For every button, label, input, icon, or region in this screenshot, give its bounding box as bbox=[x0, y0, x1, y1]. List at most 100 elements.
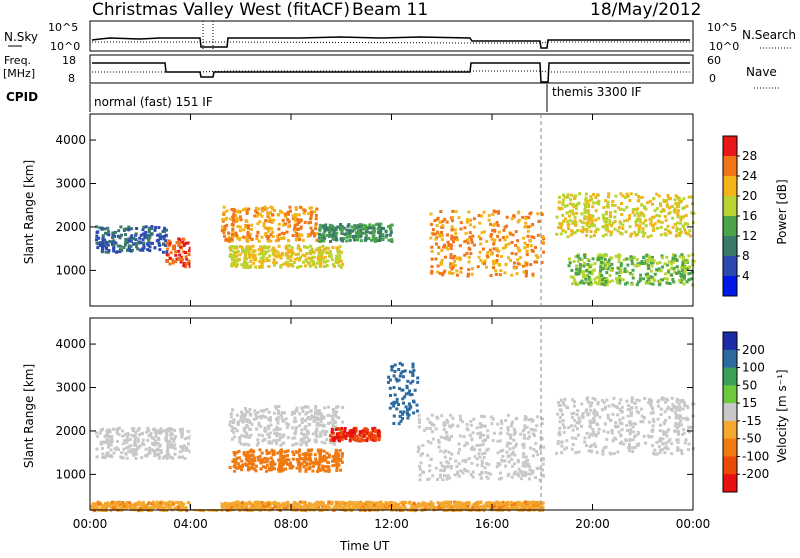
vel-cell bbox=[678, 414, 681, 417]
vel-cell bbox=[444, 501, 447, 504]
power-cell bbox=[494, 223, 497, 226]
power-cell bbox=[570, 229, 573, 232]
vel-cell bbox=[266, 460, 269, 463]
vel-cell bbox=[638, 399, 641, 402]
power-cell bbox=[295, 206, 298, 209]
vel-cell bbox=[393, 386, 396, 389]
vel-cell bbox=[482, 424, 485, 427]
power-cell bbox=[258, 253, 261, 256]
vel-cell bbox=[171, 428, 174, 431]
vel-cell bbox=[602, 453, 605, 456]
power-cell bbox=[664, 272, 667, 275]
power-cell bbox=[607, 195, 610, 198]
vel-cell bbox=[449, 457, 452, 460]
power-cell bbox=[437, 246, 440, 249]
power-cell bbox=[168, 240, 171, 243]
vel-cell bbox=[399, 375, 402, 378]
power-cell bbox=[304, 221, 307, 224]
power-cell bbox=[353, 226, 356, 229]
power-cell bbox=[271, 208, 274, 211]
power-cell bbox=[664, 215, 667, 218]
power-cell bbox=[250, 224, 253, 227]
power-cell bbox=[341, 263, 344, 266]
power-cell bbox=[535, 261, 538, 264]
power-cell bbox=[229, 237, 232, 240]
vel-cell bbox=[504, 419, 507, 422]
power-cell bbox=[616, 281, 619, 284]
vel-cell bbox=[492, 439, 495, 442]
vel-cell bbox=[342, 501, 345, 504]
power-cell bbox=[511, 217, 514, 220]
power-cell bbox=[251, 238, 254, 241]
power-cell bbox=[492, 266, 495, 269]
vel-cell bbox=[528, 435, 531, 438]
power-cell bbox=[585, 193, 588, 196]
power-cell bbox=[523, 226, 526, 229]
power-cell bbox=[258, 248, 261, 251]
vel-cell bbox=[230, 415, 233, 418]
power-cell bbox=[375, 237, 378, 240]
power-cell bbox=[442, 272, 445, 275]
vel-cell bbox=[234, 466, 237, 469]
power-cell bbox=[436, 218, 439, 221]
power-cell bbox=[435, 257, 438, 260]
vel-cell bbox=[167, 440, 170, 443]
power-cell bbox=[439, 272, 442, 275]
power-cell bbox=[291, 246, 294, 249]
vel-cell bbox=[472, 418, 475, 421]
power-cell bbox=[292, 214, 295, 217]
power-cell bbox=[290, 259, 293, 262]
power-cell bbox=[309, 227, 312, 230]
power-cell bbox=[478, 222, 481, 225]
power-cell bbox=[671, 217, 674, 220]
vel-cell bbox=[615, 426, 618, 429]
vel-cell bbox=[440, 414, 443, 417]
power-cell bbox=[483, 211, 486, 214]
power-cell bbox=[259, 213, 262, 216]
power-cell bbox=[451, 216, 454, 219]
power-cell bbox=[267, 230, 270, 233]
power-cell bbox=[119, 248, 122, 251]
vel-cell bbox=[653, 449, 656, 452]
vel-cell bbox=[245, 410, 248, 413]
vel-cell bbox=[563, 431, 566, 434]
vel-cell bbox=[522, 446, 525, 449]
power-cell bbox=[562, 199, 565, 202]
vel-cell bbox=[316, 422, 319, 425]
power-cell bbox=[590, 198, 593, 201]
vel-cell bbox=[592, 417, 595, 420]
power-cell bbox=[604, 258, 607, 261]
power-cell bbox=[284, 215, 287, 218]
vel-cell bbox=[280, 452, 283, 455]
power-cell bbox=[562, 194, 565, 197]
power-cell bbox=[591, 220, 594, 223]
power-cell bbox=[233, 263, 236, 266]
vel-cell bbox=[233, 435, 236, 438]
power-cell bbox=[379, 229, 382, 232]
power-cell bbox=[430, 213, 433, 216]
power-cell bbox=[627, 195, 630, 198]
power-cell bbox=[282, 263, 285, 266]
power-cell bbox=[135, 232, 138, 235]
power-cell bbox=[107, 233, 110, 236]
vel-cell bbox=[117, 448, 120, 451]
power-cell bbox=[224, 227, 227, 230]
power-cell bbox=[322, 239, 325, 242]
power-cell bbox=[559, 226, 562, 229]
vel-cell bbox=[501, 455, 504, 458]
power-cell bbox=[432, 228, 435, 231]
vel-cell bbox=[423, 429, 426, 432]
power-cell bbox=[450, 238, 453, 241]
vel-cell bbox=[605, 399, 608, 402]
power-cell bbox=[451, 228, 454, 231]
power-cell bbox=[681, 261, 684, 264]
vel-cell bbox=[485, 476, 488, 479]
vel-cell bbox=[321, 417, 324, 420]
vel-cell bbox=[387, 376, 390, 379]
vel-cell bbox=[268, 442, 271, 445]
power-cell bbox=[680, 216, 683, 219]
vel-cell bbox=[297, 459, 300, 462]
power-cell bbox=[119, 225, 122, 228]
power-cell bbox=[246, 240, 249, 243]
vel-cell bbox=[562, 419, 565, 422]
